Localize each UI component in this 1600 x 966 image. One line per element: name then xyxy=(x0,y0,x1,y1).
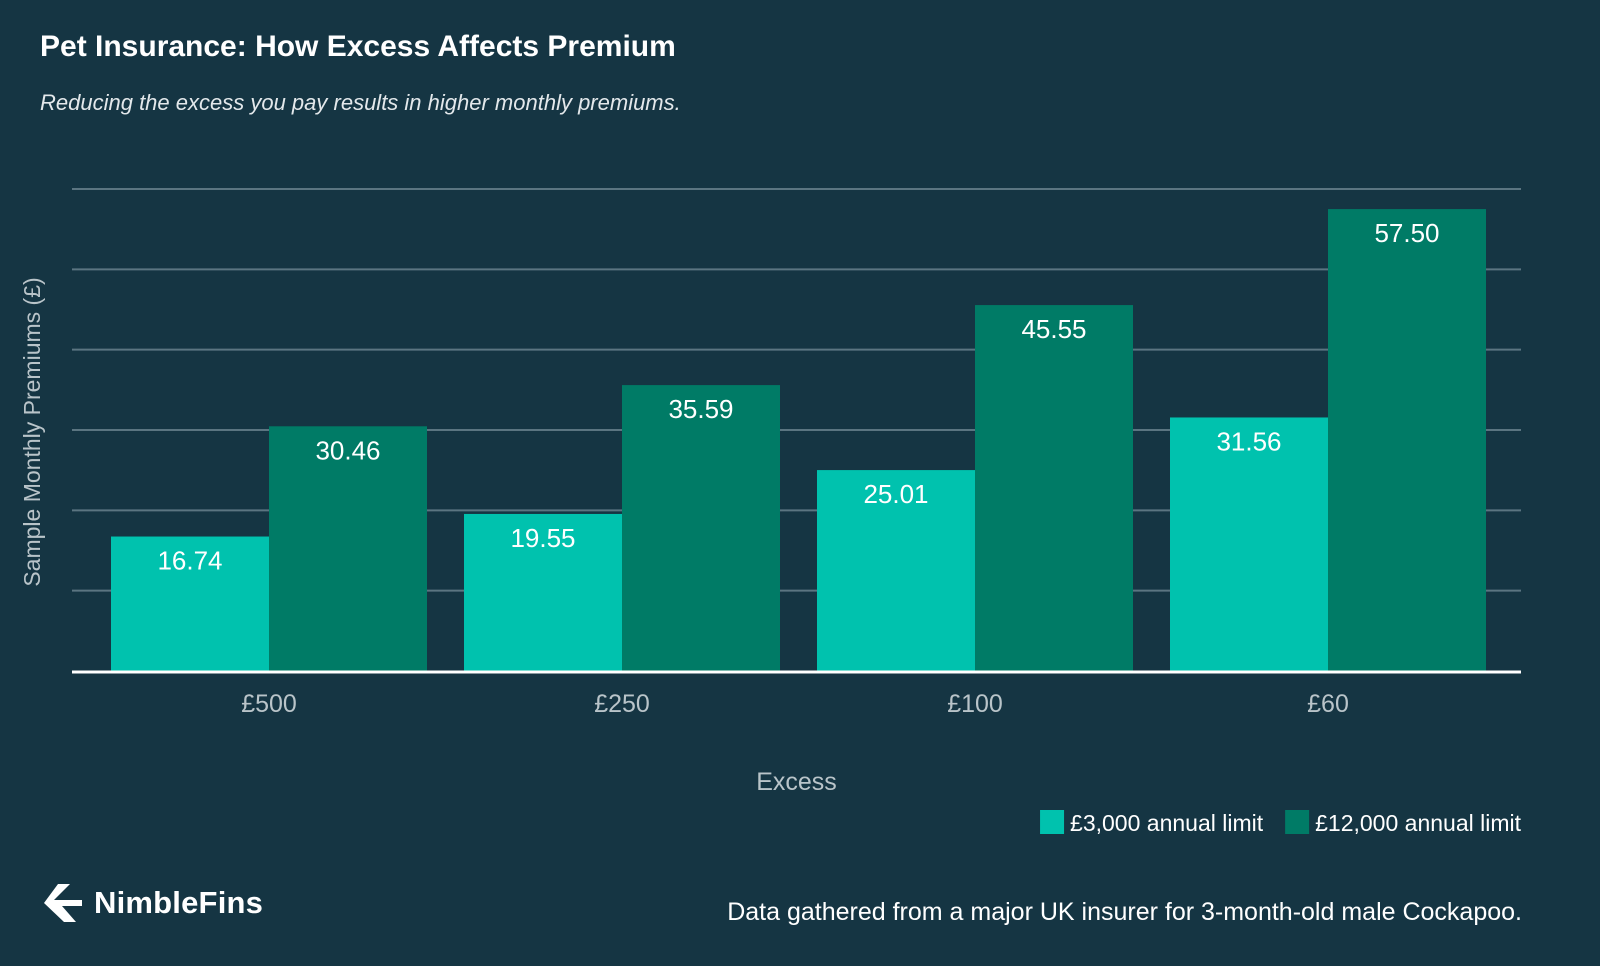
legend-swatch xyxy=(1285,810,1310,834)
data-label: 45.55 xyxy=(1021,314,1086,344)
data-label: 30.46 xyxy=(315,435,380,465)
x-tick-label: £500 xyxy=(241,690,297,718)
data-label: 35.59 xyxy=(668,394,733,424)
data-source-note: Data gathered from a major UK insurer fo… xyxy=(727,898,1522,926)
bar-dark-3 xyxy=(1328,209,1486,672)
brand-logo: NimbleFins xyxy=(40,884,263,922)
data-label: 31.56 xyxy=(1216,426,1281,456)
x-tick-label: £60 xyxy=(1307,690,1349,718)
data-label: 19.55 xyxy=(510,523,575,553)
bar-dark-2 xyxy=(975,305,1133,671)
data-label: 57.50 xyxy=(1374,218,1439,248)
chart-title: Pet Insurance: How Excess Affects Premiu… xyxy=(40,30,676,63)
x-axis-title: Excess xyxy=(756,768,837,796)
bar-light-0 xyxy=(111,536,269,671)
legend-label: £3,000 annual limit xyxy=(1070,810,1264,836)
chart-subtitle: Reducing the excess you pay results in h… xyxy=(40,90,681,115)
legend-label: £12,000 annual limit xyxy=(1315,810,1521,836)
x-tick-label: £250 xyxy=(594,690,650,718)
data-label: 16.74 xyxy=(157,546,222,576)
bar-dark-1 xyxy=(622,385,780,671)
legend: £12,000 annual limit £3,000 annual limit xyxy=(1040,810,1522,836)
bar-dark-0 xyxy=(269,426,427,671)
x-tick-label: £100 xyxy=(947,690,1003,718)
bars xyxy=(111,209,1486,672)
bar-light-3 xyxy=(1170,417,1328,671)
data-labels: 16.74 30.46 19.55 35.59 25.01 45.55 31.56 57.50 xyxy=(157,218,1439,575)
nimblefins-arrow-icon xyxy=(44,884,82,922)
legend-swatch xyxy=(1040,810,1065,834)
brand-name: NimbleFins xyxy=(94,885,264,920)
bar-light-1 xyxy=(464,513,622,671)
bar-light-2 xyxy=(817,470,975,671)
x-tick-labels: £500 £250 £100 £60 xyxy=(241,690,1349,718)
y-axis-title: Sample Monthly Premiums (£) xyxy=(19,277,45,586)
data-label: 25.01 xyxy=(863,479,928,509)
